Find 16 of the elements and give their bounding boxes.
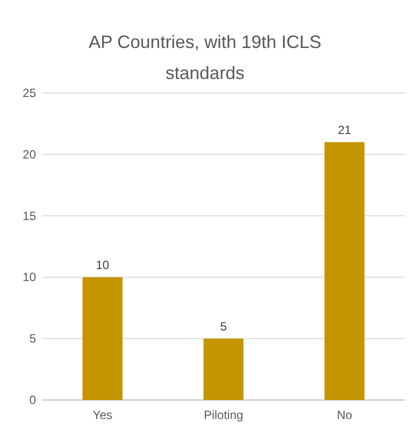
y-tick-label: 25 (22, 86, 36, 100)
chart-title: AP Countries, with 19th ICLS standards (88, 32, 322, 83)
bar (324, 142, 364, 400)
bar (204, 338, 244, 400)
bar (82, 277, 122, 400)
y-tick-label: 15 (22, 208, 36, 223)
data-label: 5 (220, 320, 228, 334)
x-tick-label: Piloting (204, 408, 244, 422)
data-label: 21 (338, 123, 352, 138)
y-tick-label: 10 (22, 270, 36, 284)
y-tick-label: 0 (29, 393, 36, 407)
data-label: 10 (96, 258, 110, 272)
y-tick-label: 20 (22, 147, 36, 162)
x-tick-label: Yes (92, 408, 112, 422)
x-tick-label: No (336, 408, 352, 422)
y-tick-label: 5 (29, 332, 36, 346)
